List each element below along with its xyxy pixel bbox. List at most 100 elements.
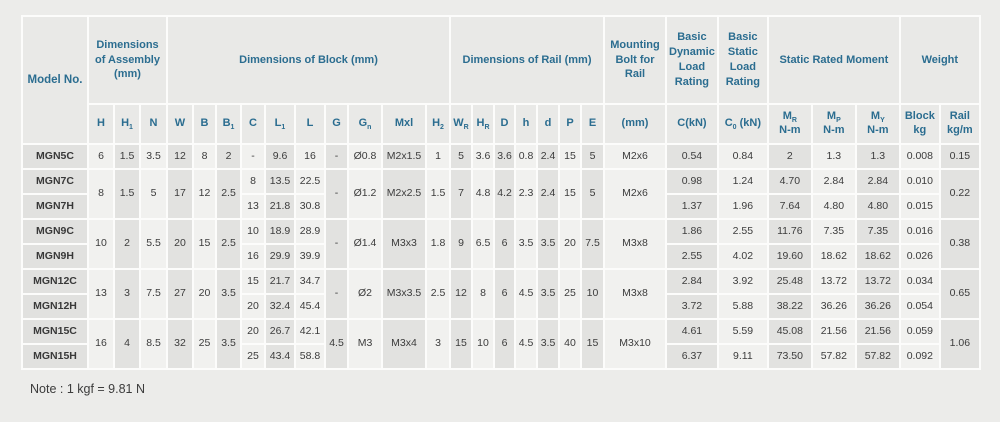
cell-group2-b1: 2.5 [217,220,240,268]
cell-group3-wr: 12 [451,270,471,318]
cell-mgn15h-mr: 73.50 [768,345,811,368]
cell-mgn9h-ckn: 2.55 [667,245,717,268]
model-cell-mgn9h: MGN9H [23,245,87,268]
cell-mgn7c-mr: 4.70 [768,170,811,193]
cell-group0-h: 6 [89,145,113,168]
cell-group4-h: 4.5 [516,320,536,368]
cell-group3-g: - [326,270,347,318]
col-header-mxl: Mxl [383,105,425,143]
cell-mgn12c-l1: 21.7 [266,270,294,293]
cell-group4-gn: M3 [349,320,381,368]
cell-mgn12h-mp: 36.26 [812,295,855,318]
col-header-d: d [538,105,558,143]
cell-mgn7h-c: 13 [242,195,264,218]
cell-mgn12h-c: 20 [242,295,264,318]
cell-mgn15h-mp: 57.82 [812,345,855,368]
cell-group0-p: 15 [560,145,580,168]
cell-mgn15h-c: 25 [242,345,264,368]
col-header-gn: Gn [349,105,381,143]
cell-group1-hr: 4.8 [473,170,493,218]
cell-group2-hr: 6.5 [473,220,493,268]
table-row-mgn5c: MGN5C 6 1.5 3.5 12 8 2-9.6 16- Ø0.8 M2x1.5 1 5 3.6 3.… [23,145,979,168]
cell-mgn7c-my: 2.84 [856,170,899,193]
cell-group4-n: 8.5 [141,320,166,368]
cell-group0-g: - [326,145,347,168]
cell-mgn12c-c0kn: 3.92 [718,270,767,293]
cell-mgn9c-c: 10 [242,220,264,243]
model-cell-mgn15h: MGN15H [23,345,87,368]
band-header-static-rated-moment: Static Rated Moment [768,17,899,103]
note-text: Note : 1 kgf = 9.81 N [30,382,145,396]
cell-group3-d: 3.5 [538,270,558,318]
cell-group0-h1: 1.5 [115,145,139,168]
cell-mgn9h-mr: 19.60 [768,245,811,268]
cell-group4-b: 25 [194,320,215,368]
cell-mgn12h-l: 45.4 [296,295,324,318]
cell-mgn12h-l1: 32.4 [266,295,294,318]
cell-group4-h2: 3 [427,320,449,368]
cell-group3-hr: 8 [473,270,493,318]
col-header-h1: H1 [115,105,139,143]
cell-group1-h: 8 [89,170,113,218]
cell-mgn12h-block: 0.054 [900,295,939,318]
cell-group0-rail: 0.15 [940,145,979,168]
cell-group4-h: 16 [89,320,113,368]
cell-mgn7c-ckn: 0.98 [667,170,717,193]
cell-group0-e: 5 [582,145,603,168]
col-header-c0kn: C0 (kN) [718,105,767,143]
cell-mgn12c-ckn: 2.84 [667,270,717,293]
cell-mgn7h-l1: 21.8 [266,195,294,218]
cell-group4-mxl: M3x4 [383,320,425,368]
cell-group2-h: 10 [89,220,113,268]
col-header-mr: MR N-m [768,105,811,143]
cell-mgn12h-mr: 38.22 [768,295,811,318]
cell-mgn7c-mp: 2.84 [812,170,855,193]
cell-mgn12h-c0kn: 5.88 [718,295,767,318]
cell-mgn15c-mp: 21.56 [812,320,855,343]
cell-group3-d: 6 [495,270,514,318]
cell-group2-gn: Ø1.4 [349,220,381,268]
cell-group3-b1: 3.5 [217,270,240,318]
cell-mgn9h-c0kn: 4.02 [718,245,767,268]
col-header-wr: WR [451,105,471,143]
cell-mgn7h-l: 30.8 [296,195,324,218]
cell-group1-h2: 1.5 [427,170,449,218]
cell-group0-mxl: M2x1.5 [383,145,425,168]
cell-group0-d: 3.6 [495,145,514,168]
col-header-e: E [582,105,603,143]
table-row-mgn15c: MGN15C 16 4 8.5 32 25 3.5 20 26.7 42.1 4.5 M3 M3x4 3 1… [23,320,979,368]
cell-mgn9h-l1: 29.9 [266,245,294,268]
cell-group0-wr: 5 [451,145,471,168]
col-header-b1: B1 [217,105,240,143]
cell-group2-h: 3.5 [516,220,536,268]
cell-group1-b: 12 [194,170,215,218]
cell-mgn12c-my: 13.72 [856,270,899,293]
cell-mgn7h-my: 4.80 [856,195,899,218]
cell-group3-h: 4.5 [516,270,536,318]
cell-mgn9c-mp: 7.35 [812,220,855,243]
col-header-my: MY N-m [856,105,899,143]
cell-mgn7h-mp: 4.80 [812,195,855,218]
cell-mgn5c-block: 0.008 [900,145,939,168]
cell-group4-hr: 10 [473,320,493,368]
cell-group0-gn: Ø0.8 [349,145,381,168]
cell-mgn9c-mr: 11.76 [768,220,811,243]
col-header-ckn: C(kN) [667,105,717,143]
cell-mgn5c-c: - [242,145,264,168]
col-header-rail: Rail kg/m [940,105,979,143]
cell-group3-e: 10 [582,270,603,318]
cell-group1-bolt: M2x6 [605,170,665,218]
cell-group3-h: 13 [89,270,113,318]
band-header-dimensions-of-assembly-mm: Dimensions of Assembly (mm) [89,17,166,103]
cell-group4-w: 32 [168,320,192,368]
cell-mgn9h-mp: 18.62 [812,245,855,268]
table-row-mgn9c: MGN9C 10 2 5.5 20 15 2.5 10 18.9 28.9- Ø1.4 M3x3 1.8… [23,220,979,268]
cell-group3-h2: 2.5 [427,270,449,318]
cell-group0-w: 12 [168,145,192,168]
cell-mgn15c-l1: 26.7 [266,320,294,343]
cell-mgn15h-my: 57.82 [856,345,899,368]
cell-mgn5c-my: 1.3 [856,145,899,168]
cell-group2-bolt: M3x8 [605,220,665,268]
cell-group1-e: 5 [582,170,603,218]
cell-group3-w: 27 [168,270,192,318]
